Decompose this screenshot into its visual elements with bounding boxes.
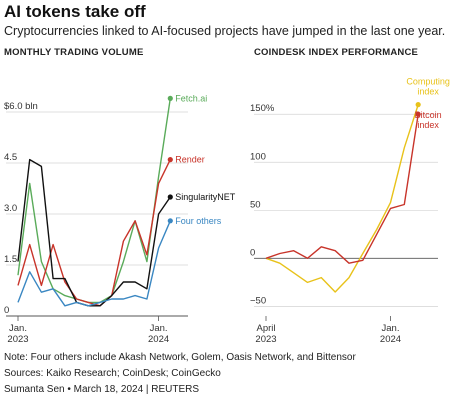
chart-title: AI tokens take off <box>4 2 146 21</box>
left-x-tick-label: Jan. <box>150 323 168 334</box>
left-y-tick-label: 3.0 <box>4 203 17 214</box>
right-x-tick-label: 2024 <box>380 334 401 345</box>
right-y-tick-label: −50 <box>250 295 266 306</box>
left-series-line <box>17 98 171 304</box>
right-x-tick-label: April <box>256 323 275 334</box>
left-series-label: Four others <box>175 216 222 226</box>
right-y-tick-label: 50 <box>250 199 261 210</box>
right-series-end-point <box>415 102 421 108</box>
left-series-end-point <box>167 218 173 224</box>
credit-line: Sumanta Sen • March 18, 2024 | REUTERS <box>4 384 200 395</box>
right-x-tick-label: 2023 <box>255 334 276 345</box>
left-x-tick-label: 2024 <box>148 334 169 345</box>
left-series-end-point <box>167 95 173 101</box>
right-series-label: Bitcoin <box>415 110 442 120</box>
left-series-label: Render <box>175 155 205 165</box>
left-series-line <box>17 158 171 307</box>
left-series-end-point <box>167 194 173 200</box>
left-series-label: SingularityNET <box>175 192 236 202</box>
left-series-end-point <box>167 157 173 163</box>
right-series-end-point <box>415 111 421 117</box>
right-series-label: Computing <box>406 77 450 87</box>
left-panel-title: MONTHLY TRADING VOLUME <box>4 47 144 58</box>
left-y-tick-label: 1.5 <box>4 254 17 265</box>
sources-line: Sources: Kaiko Research; CoinDesk; CoinG… <box>4 368 221 379</box>
right-x-tick-label: Jan. <box>382 323 400 334</box>
left-series-line <box>17 220 171 307</box>
right-panel-title: COINDESK INDEX PERFORMANCE <box>254 47 419 58</box>
right-series-label: index <box>417 87 439 97</box>
footnote: Note: Four others include Akash Network,… <box>4 352 356 363</box>
right-y-tick-label: 0 <box>250 247 255 258</box>
right-series-label: index <box>417 120 439 130</box>
left-y-tick-label: $6.0 bln <box>4 101 38 112</box>
left-x-tick-label: 2023 <box>7 334 28 345</box>
left-y-tick-label: 4.5 <box>4 152 17 163</box>
left-x-tick-label: Jan. <box>9 323 27 334</box>
right-series-line <box>265 114 419 264</box>
left-series-label: Fetch.ai <box>175 93 207 103</box>
right-series-line <box>265 104 419 293</box>
right-y-tick-label: 100 <box>250 151 266 162</box>
right-y-tick-label: 150% <box>250 103 275 114</box>
chart-subtitle: Cryptocurrencies linked to AI-focused pr… <box>4 24 446 38</box>
left-y-tick-label: 0 <box>4 305 9 316</box>
